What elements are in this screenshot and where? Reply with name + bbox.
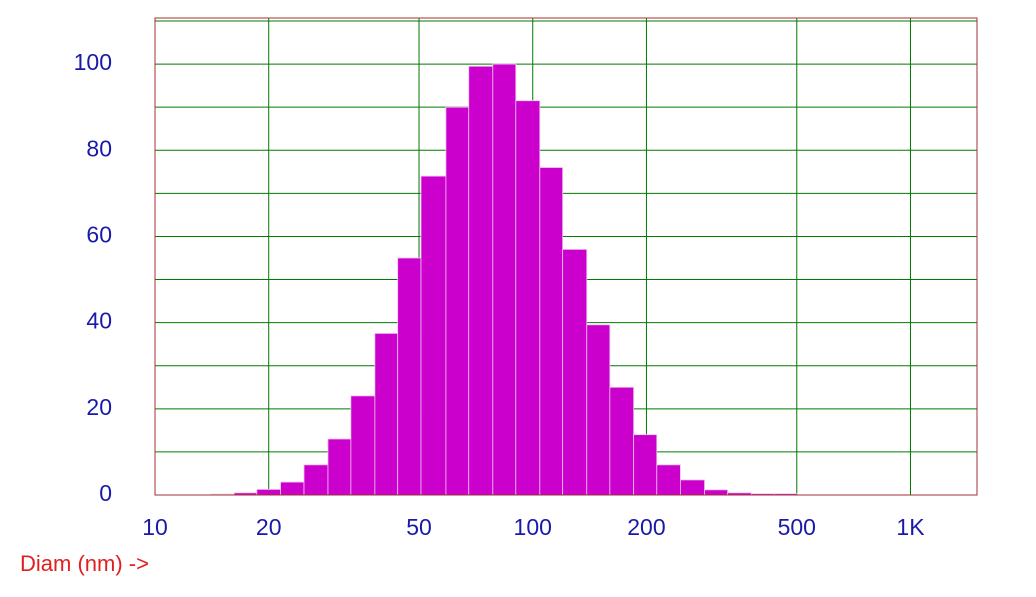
bar [445, 106, 470, 496]
bar [539, 167, 564, 496]
bar [656, 464, 681, 496]
bar [397, 257, 422, 496]
bar [586, 324, 611, 496]
bar [420, 175, 447, 496]
x-tick-label: 20 [256, 514, 282, 540]
bar [515, 100, 541, 496]
x-tick-label: 100 [514, 514, 552, 540]
plot-frame [154, 17, 978, 496]
bar [374, 333, 399, 496]
x-tick-label: 50 [406, 514, 432, 540]
x-tick-label: 1K [896, 514, 925, 540]
y-tick-label: 40 [86, 308, 112, 334]
x-axis-label: Diam (nm) -> [20, 551, 149, 576]
bar [680, 479, 705, 496]
x-tick-label: 200 [627, 514, 665, 540]
bar [256, 488, 281, 496]
y-tick-label: 60 [86, 222, 112, 248]
bar [492, 63, 517, 496]
x-tick-label: 500 [778, 514, 816, 540]
bar [327, 438, 352, 496]
y-tick-label: 80 [86, 135, 112, 161]
bar [562, 248, 588, 496]
y-tick-label: 20 [86, 394, 112, 420]
bar [280, 481, 305, 496]
bar [303, 464, 329, 496]
y-tick-label: 100 [74, 49, 112, 75]
x-tick-label: 10 [142, 514, 168, 540]
bar [609, 386, 635, 496]
bar [633, 434, 658, 496]
bar [468, 65, 494, 496]
bar [704, 489, 729, 496]
y-tick-label: 0 [99, 480, 112, 506]
bar [350, 395, 376, 496]
